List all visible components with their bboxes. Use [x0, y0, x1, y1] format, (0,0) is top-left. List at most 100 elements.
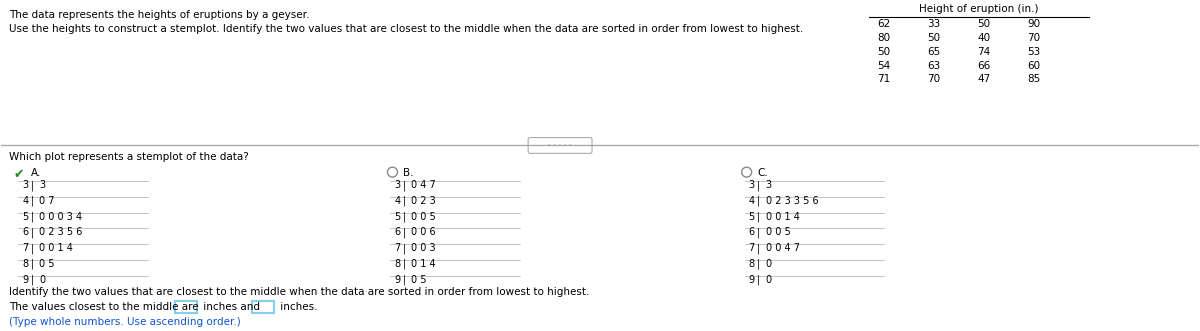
Text: 8: 8	[749, 259, 755, 269]
Text: 3: 3	[749, 180, 755, 190]
Text: |: |	[757, 227, 760, 238]
Text: |: |	[30, 243, 34, 254]
Text: |: |	[757, 259, 760, 269]
Text: The data represents the heights of eruptions by a geyser.: The data represents the heights of erupt…	[10, 10, 310, 20]
Text: 80: 80	[877, 33, 890, 43]
Text: 3: 3	[23, 180, 29, 190]
Text: 54: 54	[877, 61, 890, 71]
Text: |: |	[402, 243, 406, 254]
Text: 0 5: 0 5	[40, 259, 55, 269]
Text: 3: 3	[766, 180, 772, 190]
Text: 53: 53	[1027, 47, 1040, 57]
Text: 3: 3	[395, 180, 401, 190]
Text: 0 0 1 4: 0 0 1 4	[40, 243, 73, 253]
Text: 8: 8	[395, 259, 401, 269]
Text: 50: 50	[877, 47, 890, 57]
Text: B.: B.	[403, 168, 414, 178]
Text: Identify the two values that are closest to the middle when the data are sorted : Identify the two values that are closest…	[10, 287, 589, 297]
Text: 9: 9	[749, 275, 755, 285]
Text: |: |	[30, 212, 34, 222]
Text: |: |	[30, 227, 34, 238]
Text: 70: 70	[928, 74, 941, 84]
Text: 0 7: 0 7	[40, 196, 55, 206]
Text: 6: 6	[749, 227, 755, 237]
Text: |: |	[757, 243, 760, 254]
Text: |: |	[402, 180, 406, 191]
Text: 65: 65	[928, 47, 941, 57]
Text: 0 2 3 5 6: 0 2 3 5 6	[40, 227, 83, 237]
Text: 90: 90	[1027, 19, 1040, 29]
Text: 0: 0	[766, 275, 772, 285]
Text: |: |	[30, 259, 34, 269]
Text: 70: 70	[1027, 33, 1040, 43]
Text: 0 0 6: 0 0 6	[412, 227, 436, 237]
Text: |: |	[402, 259, 406, 269]
Text: C.: C.	[757, 168, 768, 178]
Text: 0 0 5: 0 0 5	[766, 227, 791, 237]
Text: 0: 0	[766, 259, 772, 269]
Text: A.: A.	[31, 168, 42, 178]
Text: |: |	[757, 196, 760, 206]
Text: 3: 3	[40, 180, 46, 190]
Text: 0 0 1 4: 0 0 1 4	[766, 212, 799, 222]
Text: 85: 85	[1027, 74, 1040, 84]
Text: 9: 9	[395, 275, 401, 285]
Text: Height of eruption (in.): Height of eruption (in.)	[919, 4, 1039, 14]
Text: 5: 5	[22, 212, 29, 222]
Text: 0 4 7: 0 4 7	[412, 180, 436, 190]
Text: ✔: ✔	[13, 168, 24, 181]
Text: 60: 60	[1027, 61, 1040, 71]
Text: |: |	[402, 196, 406, 206]
Text: 62: 62	[877, 19, 890, 29]
Text: 5: 5	[395, 212, 401, 222]
Text: |: |	[402, 227, 406, 238]
Text: 40: 40	[977, 33, 990, 43]
Text: 6: 6	[395, 227, 401, 237]
Text: The values closest to the middle are: The values closest to the middle are	[10, 303, 203, 312]
Text: 47: 47	[977, 74, 990, 84]
Text: · · · · ·: · · · · ·	[548, 141, 572, 150]
Text: (Type whole numbers. Use ascending order.): (Type whole numbers. Use ascending order…	[10, 317, 241, 327]
Text: inches and: inches and	[200, 303, 263, 312]
FancyBboxPatch shape	[252, 302, 274, 313]
FancyBboxPatch shape	[175, 302, 197, 313]
Text: 0 2 3 3 5 6: 0 2 3 3 5 6	[766, 196, 818, 206]
Text: 0 0 5: 0 0 5	[412, 212, 436, 222]
Text: 7: 7	[22, 243, 29, 253]
Text: 74: 74	[977, 47, 990, 57]
Text: 6: 6	[23, 227, 29, 237]
Text: 63: 63	[928, 61, 941, 71]
Text: 0 5: 0 5	[412, 275, 427, 285]
Text: |: |	[757, 275, 760, 285]
Text: |: |	[757, 212, 760, 222]
Text: 50: 50	[977, 19, 990, 29]
Text: 4: 4	[23, 196, 29, 206]
Text: |: |	[30, 196, 34, 206]
Text: 0 0 3: 0 0 3	[412, 243, 436, 253]
Text: |: |	[402, 212, 406, 222]
Text: 0 0 4 7: 0 0 4 7	[766, 243, 799, 253]
Text: 33: 33	[928, 19, 941, 29]
Text: |: |	[757, 180, 760, 191]
Text: |: |	[402, 275, 406, 285]
Text: 0 1 4: 0 1 4	[412, 259, 436, 269]
Text: 0: 0	[40, 275, 46, 285]
Text: 4: 4	[395, 196, 401, 206]
Text: 0 0 0 3 4: 0 0 0 3 4	[40, 212, 83, 222]
Text: 50: 50	[928, 33, 941, 43]
Text: |: |	[30, 275, 34, 285]
Text: inches.: inches.	[277, 303, 317, 312]
Text: 7: 7	[749, 243, 755, 253]
Text: Use the heights to construct a stemplot. Identify the two values that are closes: Use the heights to construct a stemplot.…	[10, 24, 804, 34]
Text: 8: 8	[23, 259, 29, 269]
Text: 9: 9	[23, 275, 29, 285]
Text: 7: 7	[395, 243, 401, 253]
Text: 0 2 3: 0 2 3	[412, 196, 436, 206]
Text: 71: 71	[877, 74, 890, 84]
Text: Which plot represents a stemplot of the data?: Which plot represents a stemplot of the …	[10, 152, 250, 163]
Text: 5: 5	[749, 212, 755, 222]
Text: |: |	[30, 180, 34, 191]
Text: 4: 4	[749, 196, 755, 206]
Text: 66: 66	[977, 61, 990, 71]
FancyBboxPatch shape	[528, 138, 592, 153]
